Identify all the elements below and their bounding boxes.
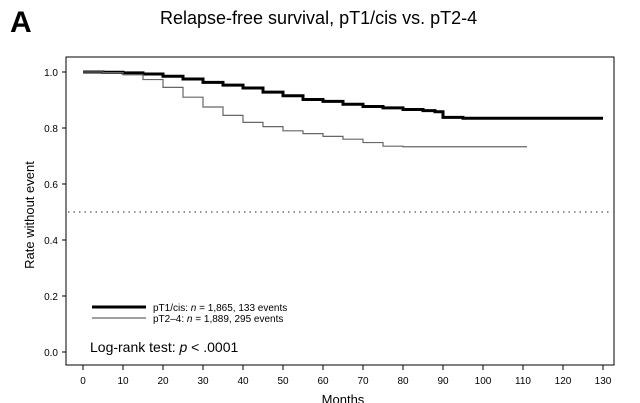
y-tick-label: 0.6: [44, 180, 58, 191]
legend-label-pT2-4: pT2–4: n = 1,889, 295 events: [153, 314, 283, 325]
x-tick-label: 30: [197, 376, 209, 387]
x-tick-label: 90: [437, 376, 449, 387]
x-tick-label: 70: [357, 376, 369, 387]
logrank-annotation: Log-rank test: p < .0001: [90, 339, 239, 355]
y-tick-label: 0.0: [44, 348, 58, 359]
x-tick-label: 20: [157, 376, 169, 387]
plot-frame: [65, 56, 615, 366]
x-tick-label: 110: [515, 376, 531, 387]
y-tick-label: 0.4: [44, 236, 58, 247]
y-axis-label: Rate without event: [22, 161, 37, 269]
x-tick-label: 100: [475, 376, 492, 387]
x-tick-label: 40: [237, 376, 249, 387]
series-group: [83, 70, 603, 148]
panel-letter: A: [10, 6, 32, 39]
x-tick-label: 10: [117, 376, 129, 387]
y-tick-label: 1.0: [44, 68, 58, 79]
x-axis-label: Months: [322, 392, 365, 403]
x-tick-label: 80: [397, 376, 409, 387]
y-tick-label: 0.2: [44, 292, 58, 303]
chart-title: Relapse-free survival, pT1/cis vs. pT2-4: [160, 8, 478, 28]
x-tick-label: 130: [595, 376, 612, 387]
legend-label-pT1-cis: pT1/cis: n = 1,865, 133 events: [153, 303, 287, 314]
x-axis: 0 10 20 30 40 50 60 70 80 90 100 110 120 130: [80, 365, 612, 387]
y-axis: 0.0 0.2 0.4 0.6 0.8 1.0: [44, 68, 66, 359]
legend: pT1/cis: n = 1,865, 133 events pT2–4: n …: [92, 303, 287, 325]
x-tick-label: 50: [277, 376, 289, 387]
series-line-pT2-4: [83, 71, 527, 148]
x-tick-label: 60: [317, 376, 329, 387]
x-tick-label: 120: [555, 376, 572, 387]
x-tick-label: 0: [80, 376, 86, 387]
series-line-pT1-cis: [83, 70, 603, 120]
y-tick-label: 0.8: [44, 124, 58, 135]
